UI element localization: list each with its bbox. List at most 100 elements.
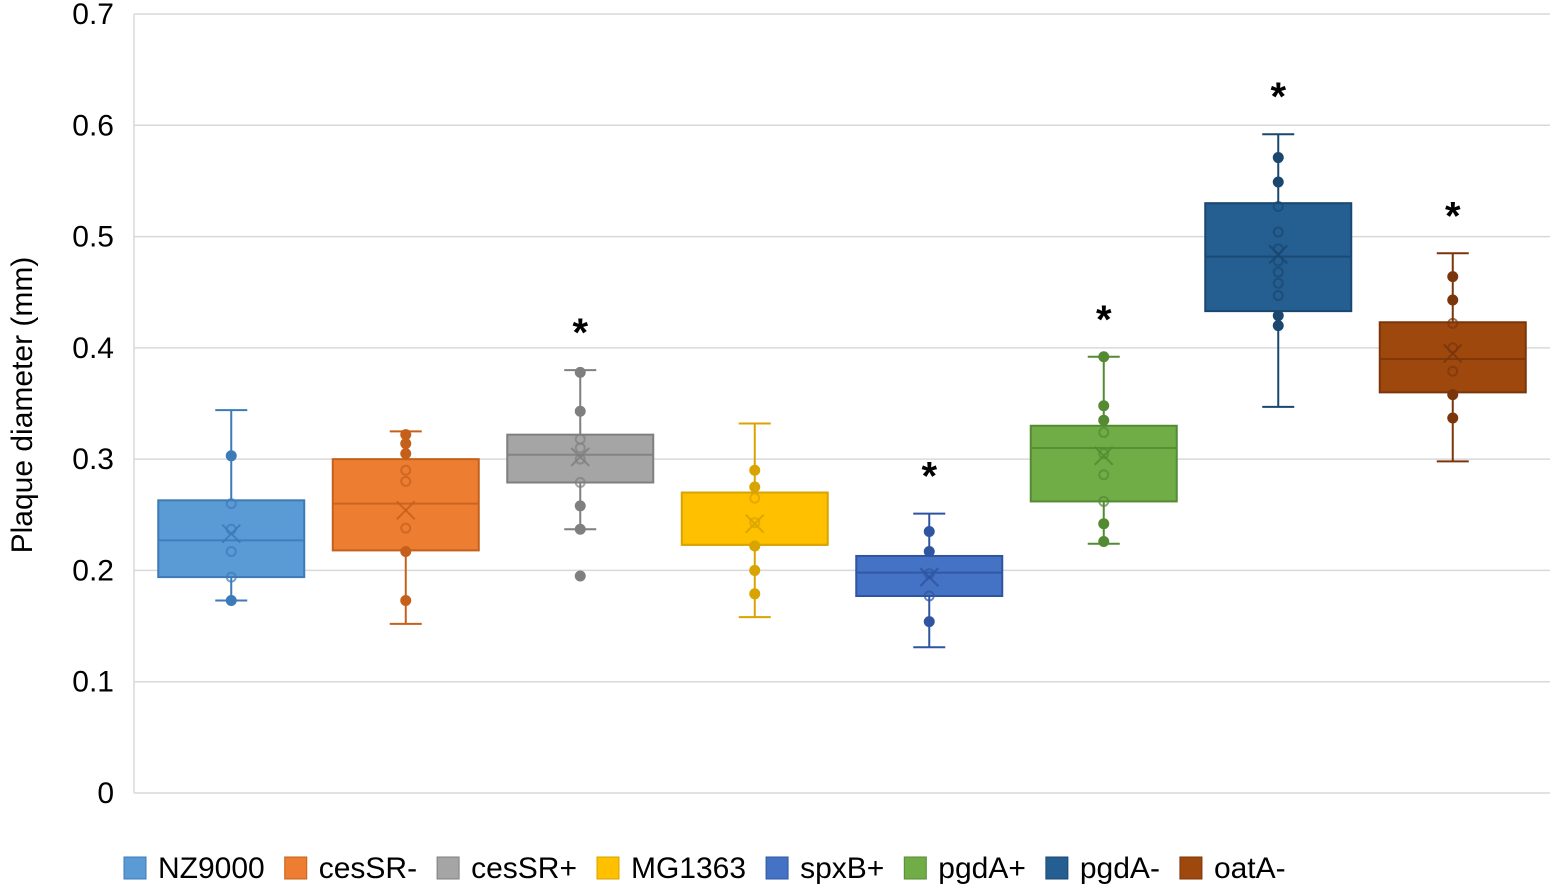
box-cesSR+: * bbox=[506, 311, 655, 582]
data-point bbox=[1447, 317, 1459, 329]
plot-area: * * * * * bbox=[157, 75, 1527, 649]
data-point bbox=[1272, 176, 1284, 188]
legend: NZ9000 cesSR-cesSR+ MG1363 spxB+ pgdA+ pgdA-o… bbox=[123, 852, 1286, 885]
data-point bbox=[574, 477, 586, 489]
data-point bbox=[1272, 255, 1284, 267]
data-point bbox=[574, 570, 586, 582]
data-point bbox=[400, 546, 412, 558]
significance-star: * bbox=[1096, 298, 1112, 342]
data-point bbox=[749, 588, 761, 600]
y-tick-label: 0 bbox=[97, 777, 114, 810]
box-NZ9000 bbox=[157, 409, 306, 606]
legend-item-spxB+: spxB+ bbox=[765, 852, 884, 885]
data-point bbox=[574, 366, 586, 378]
data-point bbox=[1447, 294, 1459, 306]
mean-marker bbox=[1443, 343, 1463, 364]
legend-item-pgdA+: pgdA+ bbox=[903, 852, 1026, 885]
legend-item-pgdA-: pgdA- bbox=[1045, 852, 1160, 885]
significance-star: * bbox=[572, 311, 588, 355]
data-point bbox=[749, 517, 761, 529]
significance-star: * bbox=[1445, 194, 1461, 238]
y-tick-label: 0.6 bbox=[72, 109, 114, 142]
data-point bbox=[1272, 201, 1284, 213]
data-point bbox=[749, 540, 761, 552]
data-point bbox=[749, 492, 761, 504]
data-point bbox=[400, 475, 412, 487]
legend-item-MG1363: MG1363 bbox=[596, 852, 746, 885]
data-point bbox=[1447, 271, 1459, 283]
data-point bbox=[225, 546, 237, 558]
legend-swatch bbox=[765, 856, 789, 880]
mean-marker bbox=[1268, 244, 1288, 265]
box-oatA-: * bbox=[1378, 194, 1527, 463]
mean-marker bbox=[745, 513, 765, 534]
data-point bbox=[1098, 414, 1110, 426]
data-point bbox=[1098, 351, 1110, 363]
y-axis-label: Plaque diameter (mm) bbox=[6, 257, 39, 554]
data-point bbox=[923, 525, 935, 537]
data-point bbox=[1447, 412, 1459, 424]
legend-swatch bbox=[284, 856, 308, 880]
data-point bbox=[1272, 310, 1284, 322]
data-point bbox=[1272, 152, 1284, 164]
y-tick-label: 0.4 bbox=[72, 332, 114, 365]
data-point bbox=[1447, 365, 1459, 377]
box-MG1363 bbox=[680, 422, 829, 619]
box-body bbox=[1029, 424, 1178, 503]
data-point bbox=[574, 433, 586, 445]
data-point bbox=[1098, 495, 1110, 507]
data-point bbox=[400, 594, 412, 606]
data-point bbox=[923, 590, 935, 602]
data-point bbox=[749, 481, 761, 493]
mean-marker bbox=[1094, 446, 1114, 466]
legend-swatch bbox=[596, 856, 620, 880]
data-point bbox=[574, 500, 586, 512]
mean-marker bbox=[396, 500, 416, 521]
box-body bbox=[506, 433, 655, 484]
data-point bbox=[1098, 469, 1110, 481]
data-point bbox=[225, 594, 237, 606]
legend-label: spxB+ bbox=[800, 852, 884, 885]
box-pgdA-: * bbox=[1204, 75, 1353, 408]
legend-label: NZ9000 bbox=[158, 852, 265, 885]
legend-swatch bbox=[1045, 856, 1069, 880]
gridlines bbox=[134, 13, 1550, 794]
significance-star: * bbox=[1270, 75, 1286, 119]
y-tick-label: 0.1 bbox=[72, 666, 114, 699]
mean-marker bbox=[570, 447, 590, 467]
data-point bbox=[1272, 277, 1284, 289]
data-point bbox=[400, 429, 412, 441]
legend-label: pgdA- bbox=[1080, 852, 1160, 885]
data-point bbox=[1098, 448, 1110, 460]
y-tick-label: 0.5 bbox=[72, 221, 114, 254]
data-point bbox=[225, 498, 237, 510]
data-point bbox=[1098, 426, 1110, 438]
legend-label: cesSR+ bbox=[471, 852, 577, 885]
legend-item-cesSR+: cesSR+ bbox=[436, 852, 577, 885]
data-point bbox=[1447, 389, 1459, 401]
box-spxB+: * bbox=[855, 455, 1004, 649]
data-point bbox=[574, 453, 586, 465]
significance-star: * bbox=[921, 455, 937, 499]
legend-item-cesSR-: cesSR- bbox=[284, 852, 417, 885]
legend-swatch bbox=[436, 856, 460, 880]
y-tick-label: 0.7 bbox=[72, 0, 114, 31]
data-point bbox=[923, 546, 935, 558]
data-point bbox=[923, 616, 935, 628]
data-point bbox=[574, 405, 586, 417]
data-point bbox=[400, 438, 412, 450]
box-cesSR- bbox=[331, 429, 480, 625]
data-point bbox=[225, 450, 237, 462]
y-tick-label: 0.3 bbox=[72, 443, 114, 476]
y-tick-label: 0.2 bbox=[72, 554, 114, 587]
data-point bbox=[749, 564, 761, 576]
data-point bbox=[1098, 518, 1110, 530]
box-body bbox=[157, 499, 306, 579]
data-point bbox=[225, 571, 237, 583]
legend-swatch bbox=[1179, 856, 1203, 880]
legend-label: cesSR- bbox=[319, 852, 417, 885]
legend-label: oatA- bbox=[1214, 852, 1286, 885]
data-point bbox=[1272, 226, 1284, 238]
box-pgdA+: * bbox=[1029, 298, 1178, 547]
